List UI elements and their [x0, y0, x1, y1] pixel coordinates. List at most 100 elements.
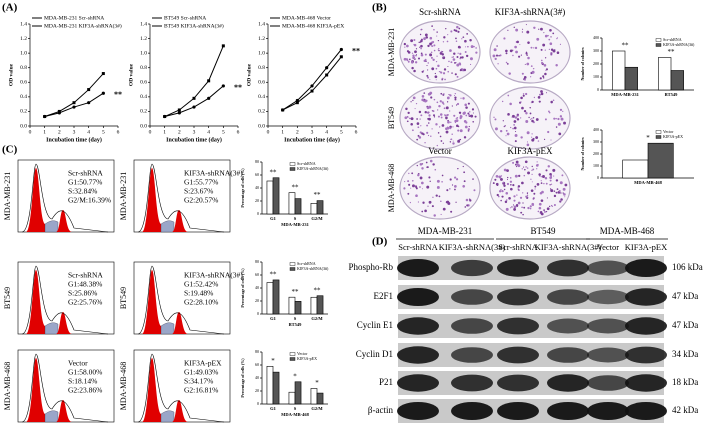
colony — [527, 194, 529, 196]
colony — [456, 75, 459, 78]
colony — [472, 112, 474, 114]
colony — [540, 180, 542, 182]
colony — [409, 117, 411, 120]
colony — [463, 136, 467, 139]
colony — [432, 163, 435, 166]
point — [177, 108, 181, 112]
blot-band — [497, 402, 539, 420]
point — [177, 111, 181, 115]
legend-label: MDA-MB-468 Vector — [282, 15, 331, 21]
g1-peak — [142, 358, 161, 422]
colony — [425, 99, 428, 102]
colony — [521, 106, 524, 110]
colony — [562, 192, 564, 194]
colony — [448, 94, 450, 96]
bar — [288, 192, 296, 215]
x-tick-label: G1 — [270, 316, 277, 321]
colony — [536, 37, 540, 41]
colony — [419, 162, 423, 166]
x-tick-label: 0 — [267, 129, 270, 135]
colony — [406, 59, 409, 62]
colony — [522, 192, 524, 194]
colony — [432, 114, 436, 117]
histogram-title: KIF3A-pEX — [184, 359, 222, 368]
colony — [512, 127, 514, 130]
blot-band — [497, 374, 539, 392]
colony — [432, 110, 435, 113]
y-tick-label: 0.8 — [20, 65, 27, 71]
bar — [316, 392, 324, 405]
colony — [537, 210, 540, 213]
colony — [426, 166, 428, 168]
y-tick-label: 40 — [255, 185, 259, 190]
colony — [559, 108, 563, 111]
colony — [449, 94, 452, 97]
colony — [458, 62, 462, 65]
colony — [443, 93, 445, 95]
colony — [419, 186, 421, 188]
annotation: ** — [270, 168, 278, 176]
x-tick-label: 6 — [117, 129, 120, 135]
colony — [453, 114, 456, 117]
colony — [435, 79, 437, 81]
y-tick-label: 0 — [257, 311, 259, 316]
colony — [413, 43, 417, 47]
x-tick-label: G1 — [270, 216, 277, 221]
colony — [556, 188, 559, 190]
colony — [456, 63, 460, 67]
histogram-stat: G1:50.77% — [68, 178, 102, 187]
colony — [452, 140, 454, 142]
colony — [455, 178, 459, 181]
colony — [534, 185, 537, 188]
colony — [530, 76, 532, 78]
colony — [524, 168, 526, 171]
y-tick-label: 1.0 — [20, 50, 27, 56]
colony — [467, 102, 470, 105]
blot-band — [625, 346, 667, 364]
histogram-stat: G2:20.57% — [184, 196, 218, 205]
colony — [437, 132, 440, 134]
colony — [420, 125, 422, 127]
colony — [456, 25, 459, 29]
legend-label: Scr-shRNA — [663, 37, 682, 42]
colony — [529, 205, 532, 208]
blot-band — [397, 402, 439, 420]
colony — [550, 100, 553, 104]
colony — [433, 98, 436, 101]
colony — [438, 48, 440, 50]
colony — [446, 101, 449, 103]
colony — [506, 132, 510, 136]
colony — [526, 131, 530, 135]
size-label: 34 kDa — [672, 349, 698, 359]
point — [87, 101, 91, 105]
blot-band — [497, 346, 539, 364]
colony — [500, 189, 502, 191]
y-tick-label: 0 — [257, 211, 259, 216]
colony — [440, 92, 443, 95]
y-axis-label: Number of colonies — [580, 47, 585, 80]
point — [101, 91, 105, 95]
histogram-trace — [137, 353, 225, 423]
bar — [622, 159, 649, 179]
colony — [523, 166, 525, 168]
colony — [429, 78, 431, 80]
colony — [538, 206, 542, 210]
column-label: KIF3A-pEX — [508, 146, 553, 156]
x-tick-label: 2 — [58, 129, 61, 135]
colony — [458, 111, 462, 114]
colony — [510, 187, 513, 191]
row-label: BT549 — [387, 107, 396, 129]
colony — [525, 166, 527, 168]
annotation: ** — [292, 288, 300, 296]
colony — [423, 59, 426, 62]
colony — [531, 117, 533, 120]
colony — [545, 92, 548, 94]
blot-band — [625, 374, 667, 392]
colony — [525, 52, 528, 55]
colony — [502, 120, 504, 122]
colony — [531, 169, 533, 171]
colony — [465, 121, 468, 124]
colony — [463, 180, 466, 183]
legend-swatch — [655, 135, 662, 139]
colony — [433, 28, 435, 31]
